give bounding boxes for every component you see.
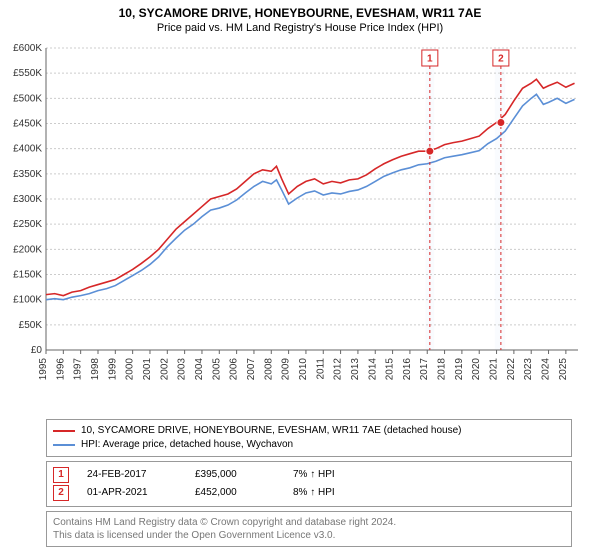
- y-tick-label: £450K: [13, 119, 42, 130]
- price-chart: £0 £50K £100K £150K £200K £250K £300K £350K £400…: [0, 40, 600, 410]
- y-tick-label: £550K: [13, 68, 42, 79]
- event-marker-label: 2: [498, 54, 504, 65]
- x-tick-label: 2009: [281, 358, 292, 381]
- event-marker-dot: [497, 118, 505, 126]
- event-price: £395,000: [195, 466, 275, 484]
- x-tick-label: 2014: [367, 358, 378, 381]
- y-tick-label: £500K: [13, 93, 42, 104]
- event-pct: 8% ↑ HPI: [293, 484, 373, 502]
- x-tick-label: 2003: [177, 358, 188, 381]
- footnote: Contains HM Land Registry data © Crown c…: [46, 511, 572, 547]
- legend-swatch: [53, 430, 75, 432]
- x-tick-label: 1998: [90, 358, 101, 381]
- chart-area: £0 £50K £100K £150K £200K £250K £300K £350K £400…: [0, 40, 600, 415]
- legend-label: HPI: Average price, detached house, Wych…: [81, 438, 293, 452]
- event-marker-icon: 1: [53, 467, 69, 483]
- x-tick-label: 2006: [229, 358, 240, 381]
- legend: 10, SYCAMORE DRIVE, HONEYBOURNE, EVESHAM…: [46, 419, 572, 457]
- x-tick-label: 2021: [489, 358, 500, 381]
- x-tick-label: 2019: [454, 358, 465, 381]
- legend-swatch: [53, 444, 75, 446]
- legend-label: 10, SYCAMORE DRIVE, HONEYBOURNE, EVESHAM…: [81, 424, 462, 438]
- x-tick-label: 2015: [385, 358, 396, 381]
- y-tick-label: £600K: [13, 43, 42, 54]
- x-tick-label: 2005: [211, 358, 222, 381]
- y-tick-label: £50K: [19, 320, 43, 331]
- x-tick-label: 2012: [333, 358, 344, 381]
- event-marker-icon: 2: [53, 485, 69, 501]
- x-tick-label: 2022: [506, 358, 517, 381]
- x-tick-label: 2010: [298, 358, 309, 381]
- event-date: 24-FEB-2017: [87, 466, 177, 484]
- y-tick-label: £250K: [13, 219, 42, 230]
- y-tick-label: £350K: [13, 169, 42, 180]
- event-price: £452,000: [195, 484, 275, 502]
- x-tick-label: 2020: [471, 358, 482, 381]
- event-marker-dot: [426, 147, 434, 155]
- y-tick-label: £150K: [13, 270, 42, 281]
- event-date: 01-APR-2021: [87, 484, 177, 502]
- x-tick-label: 1999: [107, 358, 118, 381]
- legend-item: HPI: Average price, detached house, Wych…: [53, 438, 565, 452]
- y-tick-label: £100K: [13, 295, 42, 306]
- event-row: 2 01-APR-2021 £452,000 8% ↑ HPI: [53, 484, 565, 502]
- x-tick-label: 2016: [402, 358, 413, 381]
- page-title: 10, SYCAMORE DRIVE, HONEYBOURNE, EVESHAM…: [0, 6, 600, 20]
- x-tick-label: 1997: [73, 358, 84, 381]
- x-tick-label: 2004: [194, 358, 205, 381]
- x-tick-label: 2017: [419, 358, 430, 381]
- x-tick-label: 1995: [38, 358, 49, 381]
- event-pct: 7% ↑ HPI: [293, 466, 373, 484]
- legend-item: 10, SYCAMORE DRIVE, HONEYBOURNE, EVESHAM…: [53, 424, 565, 438]
- x-tick-label: 2001: [142, 358, 153, 381]
- y-tick-label: £0: [31, 345, 43, 356]
- footnote-line2: This data is licensed under the Open Gov…: [53, 529, 565, 542]
- x-tick-label: 2024: [541, 358, 552, 381]
- x-tick-label: 2018: [437, 358, 448, 381]
- x-tick-label: 2007: [246, 358, 257, 381]
- x-tick-label: 2011: [315, 358, 326, 380]
- events-table: 1 24-FEB-2017 £395,000 7% ↑ HPI 2 01-APR-2021…: [46, 461, 572, 507]
- y-tick-label: £400K: [13, 144, 42, 155]
- event-marker-label: 1: [427, 54, 433, 65]
- event-row: 1 24-FEB-2017 £395,000 7% ↑ HPI: [53, 466, 565, 484]
- page-subtitle: Price paid vs. HM Land Registry's House …: [0, 22, 600, 34]
- x-tick-label: 2013: [350, 358, 361, 381]
- y-tick-label: £200K: [13, 244, 42, 255]
- x-tick-label: 2025: [558, 358, 569, 381]
- footnote-line1: Contains HM Land Registry data © Crown c…: [53, 516, 565, 529]
- x-tick-label: 2000: [125, 358, 136, 381]
- y-tick-label: £300K: [13, 194, 42, 205]
- x-tick-label: 1996: [55, 358, 66, 381]
- x-tick-label: 2008: [263, 358, 274, 381]
- x-tick-label: 2002: [159, 358, 170, 381]
- x-tick-label: 2023: [523, 358, 534, 381]
